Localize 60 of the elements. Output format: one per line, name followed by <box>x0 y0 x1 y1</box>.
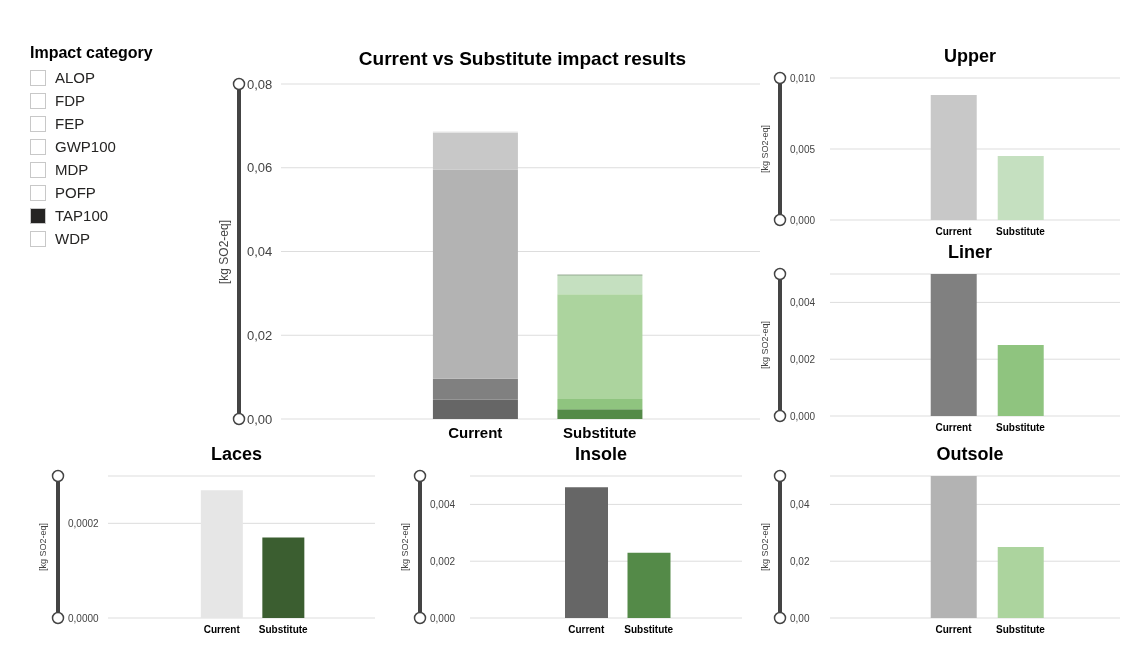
bar <box>432 399 518 419</box>
chart-title: Outsole <box>935 443 1005 466</box>
y-tick-label: 0,00 <box>247 411 273 427</box>
y-tick-label: 0,06 <box>247 160 273 176</box>
x-tick-label: Substitute <box>996 624 1046 636</box>
y-axis-title: [kg SO2-eq] <box>217 219 231 284</box>
category-label: MDP <box>55 161 89 178</box>
bar <box>432 132 518 170</box>
y-tick-label: 0,02 <box>247 327 273 343</box>
y-tick-label: 0,002 <box>790 353 816 365</box>
y-tick-label: 0,00 <box>790 612 810 624</box>
y-tick-label: 0,000 <box>790 214 816 226</box>
bar <box>432 378 518 400</box>
y-tick-label: 0,004 <box>430 498 456 510</box>
y-axis-title: [kg SO2-eq] <box>760 124 770 174</box>
bar <box>557 398 643 410</box>
category-label: FDP <box>55 92 85 109</box>
x-tick-label: Substitute <box>258 624 309 636</box>
category-label: TAP100 <box>55 207 109 224</box>
y-tick-label: 0,0000 <box>68 612 100 624</box>
bar <box>557 409 643 419</box>
bar <box>432 169 518 379</box>
y-axis-title: [kg SO2-eq] <box>760 320 770 370</box>
y-axis-title: [kg SO2-eq] <box>400 522 410 572</box>
bar <box>557 275 643 295</box>
x-tick-label: Current <box>568 624 605 636</box>
x-tick-label: Current <box>935 422 973 434</box>
chart-title: Insole <box>574 443 628 466</box>
category-label: POFP <box>55 184 96 201</box>
y-axis-title: [kg SO2-eq] <box>760 522 770 572</box>
category-label: WDP <box>55 230 90 247</box>
chart-title: Laces <box>209 443 263 466</box>
text: Impact category <box>30 44 154 62</box>
y-tick-label: 0,000 <box>430 612 456 624</box>
chart-title: Current vs Substitute impact results <box>357 47 688 71</box>
y-tick-label: 0,04 <box>790 498 810 510</box>
x-tick-label: Current <box>448 423 503 441</box>
y-tick-label: 0,08 <box>247 76 273 92</box>
y-tick-label: 0,004 <box>790 296 816 308</box>
y-tick-label: 0,0002 <box>68 517 100 529</box>
chart-title: Upper <box>943 45 997 68</box>
x-tick-label: Current <box>203 624 241 636</box>
x-tick-label: Substitute <box>996 226 1046 238</box>
y-tick-label: 0,005 <box>790 143 816 155</box>
category-label: ALOP <box>55 69 96 86</box>
x-tick-label: Current <box>935 624 973 636</box>
x-tick-label: Substitute <box>996 422 1046 434</box>
y-tick-label: 0,04 <box>247 244 273 260</box>
x-tick-label: Substitute <box>624 624 674 636</box>
y-tick-label: 0,010 <box>790 72 816 84</box>
category-label: FEP <box>55 115 85 132</box>
chart-title: Liner <box>947 241 993 264</box>
y-axis-title: [kg SO2-eq] <box>38 522 48 572</box>
x-tick-label: Substitute <box>563 423 637 441</box>
bar <box>557 294 643 399</box>
y-tick-label: 0,002 <box>430 555 456 567</box>
category-label: GWP100 <box>55 138 116 155</box>
x-tick-label: Current <box>935 226 973 238</box>
y-tick-label: 0,000 <box>790 410 816 422</box>
y-tick-label: 0,02 <box>790 555 810 567</box>
